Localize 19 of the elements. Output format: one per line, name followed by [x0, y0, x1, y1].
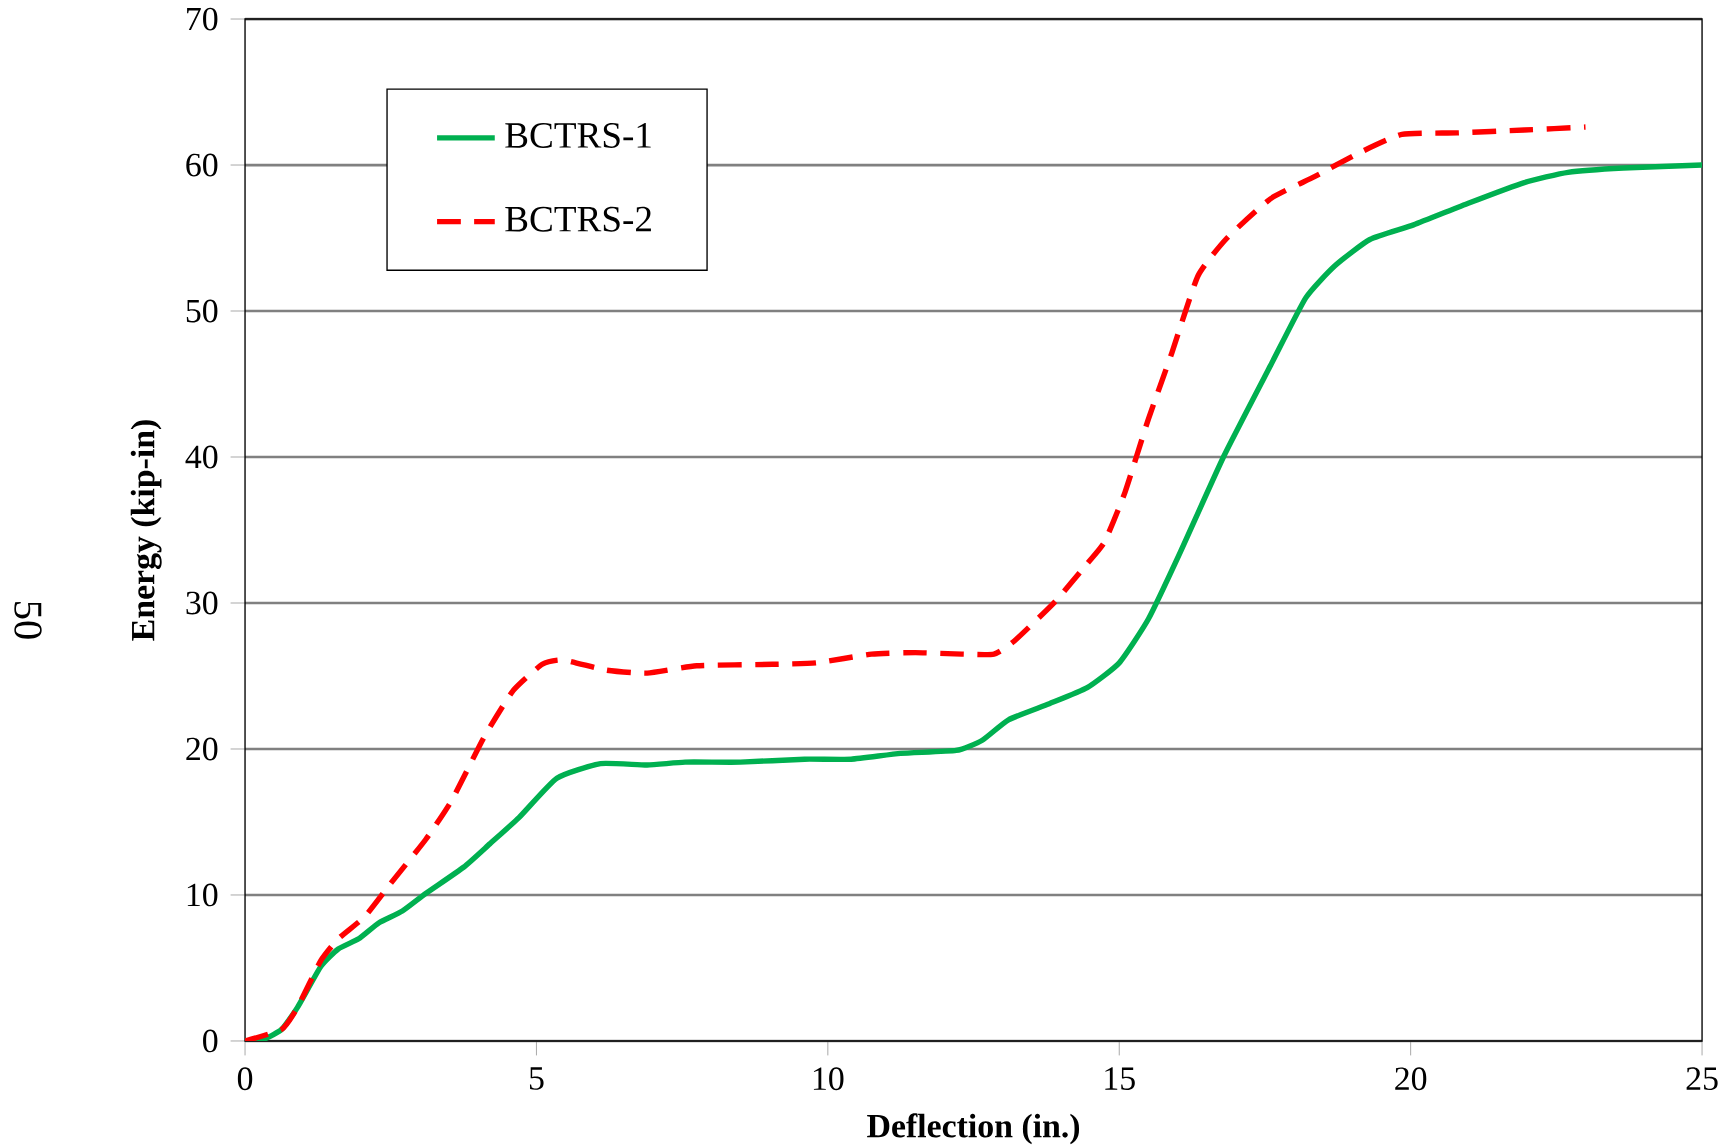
- y-tick-label: 20: [186, 737, 218, 761]
- x-tick-label: 25: [1686, 1067, 1718, 1091]
- y-tick-label: 50: [186, 299, 218, 323]
- x-tick-label: 10: [813, 1067, 844, 1091]
- x-tick-label: 0: [237, 1067, 253, 1091]
- x-tick-label: 5: [529, 1067, 544, 1090]
- y-tick-label: 0: [203, 1029, 218, 1053]
- y-tick-label: 40: [185, 445, 218, 469]
- y-tick-label: 60: [186, 153, 218, 177]
- y-tick-label: 10: [187, 883, 218, 907]
- x-tick-label: 20: [1395, 1067, 1427, 1091]
- y-axis-title: Energy (kip-in): [130, 420, 162, 641]
- x-axis-title: Deflection (in.): [867, 1113, 1080, 1145]
- legend-label: BCTRS-1: [505, 123, 651, 148]
- x-tick-label: 15: [1105, 1067, 1135, 1090]
- legend-label: BCTRS-2: [505, 206, 651, 232]
- text: 50: [14, 602, 42, 639]
- y-tick-label: 30: [186, 591, 218, 615]
- y-tick-label: 70: [187, 7, 218, 31]
